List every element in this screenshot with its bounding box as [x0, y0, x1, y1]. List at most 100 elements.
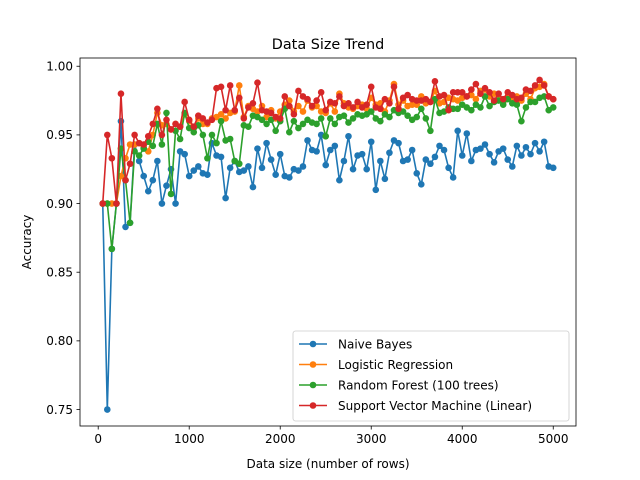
- data-point: [340, 112, 348, 119]
- data-point: [226, 135, 234, 143]
- data-point: [245, 163, 252, 170]
- data-point: [372, 186, 380, 194]
- legend-item: Support Vector Machine (Linear): [299, 399, 532, 413]
- data-point: [322, 106, 330, 114]
- data-point: [381, 175, 389, 183]
- data-point: [299, 120, 307, 128]
- data-point: [185, 172, 193, 180]
- data-point: [204, 171, 211, 179]
- data-point: [417, 181, 425, 188]
- data-point: [167, 190, 175, 198]
- data-point: [295, 87, 302, 95]
- data-point: [235, 94, 243, 102]
- data-point: [290, 117, 298, 125]
- data-point: [349, 165, 357, 173]
- data-point: [108, 200, 116, 207]
- data-point: [317, 89, 325, 96]
- data-point: [222, 106, 229, 114]
- data-point: [540, 93, 548, 100]
- data-point: [540, 82, 548, 89]
- data-point: [499, 95, 507, 103]
- data-point: [540, 138, 548, 146]
- y-tick-label: 0.90: [46, 197, 73, 211]
- data-point: [154, 157, 161, 165]
- data-point: [377, 105, 384, 113]
- data-point: [390, 83, 398, 91]
- data-point: [204, 154, 211, 162]
- data-point: [217, 111, 225, 118]
- data-point: [477, 104, 484, 111]
- data-point: [113, 200, 120, 207]
- data-point: [185, 116, 193, 124]
- data-point: [531, 98, 539, 106]
- data-point: [386, 113, 393, 121]
- data-point: [149, 176, 157, 184]
- legend-marker: [309, 381, 317, 389]
- data-point: [486, 150, 493, 158]
- data-point: [481, 84, 489, 92]
- data-point: [331, 142, 339, 150]
- data-point: [386, 149, 393, 157]
- data-point: [158, 131, 166, 139]
- data-point: [486, 102, 493, 110]
- x-tick-label: 2000: [265, 432, 296, 446]
- data-point: [486, 89, 493, 96]
- legend-item: Logistic Regression: [299, 358, 453, 372]
- data-point: [463, 93, 471, 100]
- data-point: [508, 163, 516, 170]
- data-point: [367, 108, 375, 115]
- data-point: [254, 145, 261, 152]
- data-point: [427, 98, 434, 106]
- data-point: [477, 90, 484, 97]
- x-tick-label: 3000: [356, 432, 387, 446]
- data-point: [468, 86, 475, 93]
- data-point: [331, 108, 339, 115]
- data-point: [290, 111, 298, 118]
- legend-marker: [309, 402, 317, 409]
- data-point: [181, 98, 188, 106]
- data-point: [158, 200, 166, 207]
- data-point: [213, 139, 220, 147]
- data-point: [395, 105, 402, 113]
- chart-title: Data Size Trend: [272, 37, 384, 53]
- data-point: [313, 120, 320, 128]
- data-point: [208, 131, 216, 139]
- data-point: [249, 183, 257, 191]
- data-point: [527, 87, 534, 95]
- data-point: [458, 152, 466, 159]
- data-point: [286, 174, 293, 181]
- data-point: [163, 116, 170, 124]
- x-tick-label: 1000: [174, 432, 205, 446]
- data-point: [404, 156, 411, 163]
- data-point: [104, 131, 111, 139]
- data-point: [326, 146, 334, 154]
- data-point: [149, 120, 157, 128]
- data-point: [472, 95, 480, 103]
- data-point: [381, 95, 389, 103]
- data-point: [267, 156, 275, 163]
- data-point: [226, 164, 234, 172]
- data-point: [367, 83, 375, 91]
- y-axis-label: Accuracy: [20, 215, 34, 270]
- data-point: [295, 102, 302, 110]
- data-point: [363, 101, 370, 108]
- data-point: [522, 143, 530, 151]
- legend-box: [292, 330, 570, 422]
- data-point: [235, 82, 243, 89]
- data-point: [190, 128, 198, 136]
- data-point: [158, 141, 166, 148]
- data-point: [404, 91, 411, 99]
- data-point: [195, 163, 202, 170]
- y-tick-label: 0.85: [46, 266, 73, 280]
- data-point: [122, 176, 129, 184]
- data-point: [190, 123, 198, 130]
- legend-marker: [309, 361, 317, 368]
- data-point: [427, 127, 434, 135]
- data-point: [276, 115, 284, 122]
- data-point: [536, 148, 543, 155]
- data-point: [240, 115, 248, 122]
- data-point: [454, 105, 461, 113]
- data-point: [322, 161, 330, 169]
- data-point: [336, 93, 343, 100]
